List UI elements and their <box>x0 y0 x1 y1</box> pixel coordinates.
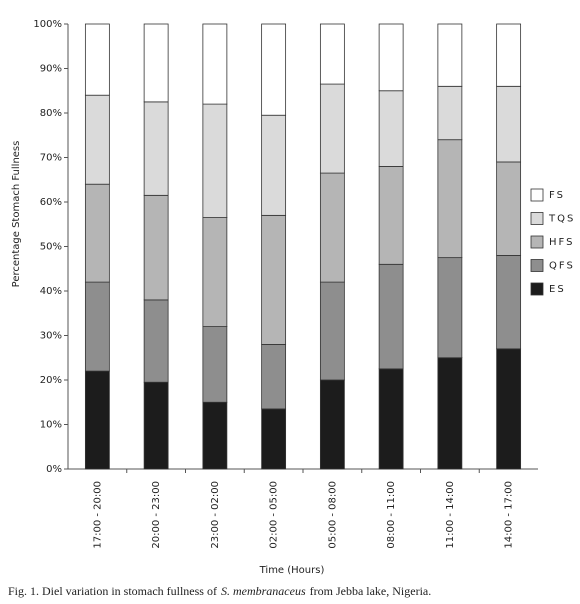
x-tick-label: 17:00 - 20:00 <box>92 481 103 549</box>
x-axis-title: Time (Hours) <box>259 565 325 576</box>
bar-segment <box>261 23 287 116</box>
bar-segment <box>202 326 228 403</box>
bar-segment <box>143 23 169 103</box>
caption-species: S. membranaceus <box>221 584 306 598</box>
legend-swatch <box>530 188 544 202</box>
legend-swatch <box>530 212 544 225</box>
bar-segment <box>84 23 110 96</box>
bar-segment <box>319 281 345 381</box>
y-tick-label: 0% <box>46 464 62 475</box>
bar-segment <box>319 83 345 174</box>
bar-segment <box>437 357 463 470</box>
x-tick-label: 14:00 - 17:00 <box>504 481 515 549</box>
bar-segment <box>84 370 110 470</box>
y-tick-label: 50% <box>40 242 62 253</box>
bar-segment <box>202 103 228 218</box>
y-tick-label: 20% <box>40 375 62 386</box>
bar-segment <box>319 23 345 85</box>
legend-swatch <box>530 259 544 272</box>
y-tick-label: 100% <box>33 19 62 30</box>
bar-segment <box>84 94 110 185</box>
bar-segment <box>143 381 169 470</box>
y-tick-label: 40% <box>40 286 62 297</box>
bar-segment <box>202 23 228 105</box>
bar-segment <box>143 101 169 196</box>
x-tick-label: 20:00 - 23:00 <box>151 481 162 549</box>
bar-segment <box>202 401 228 470</box>
bar-segment <box>437 85 463 141</box>
y-tick-label: 60% <box>40 197 62 208</box>
bar-segment <box>319 379 345 470</box>
y-tick-label: 10% <box>40 420 62 431</box>
legend-label: HFS <box>549 237 574 248</box>
bar-segment <box>202 217 228 327</box>
y-tick-label: 30% <box>40 331 62 342</box>
bar-segment <box>437 139 463 259</box>
bar-segment <box>496 348 522 470</box>
bar-segment <box>496 23 522 87</box>
bar-segment <box>378 368 404 470</box>
bar-segment <box>378 263 404 370</box>
x-tick-label: 02:00 - 05:00 <box>269 481 280 549</box>
bar-segment <box>84 183 110 283</box>
y-tick-label: 70% <box>40 153 62 164</box>
legend-label: FS <box>549 190 565 201</box>
legend-label: QFS <box>549 261 575 272</box>
bar-segment <box>378 23 404 92</box>
y-axis-title: Percentage Stomach Fullness <box>11 141 22 288</box>
caption-text: from Jebba lake, Nigeria. <box>310 584 432 598</box>
bar-segment <box>261 408 287 470</box>
legend-label: TQS <box>548 214 575 225</box>
legend-swatch <box>530 282 544 296</box>
bar-segment <box>437 257 463 359</box>
bar-segment <box>261 114 287 216</box>
x-tick-label: 11:00 - 14:00 <box>445 481 456 549</box>
caption-text: Fig. 1. Diel variation in stomach fullne… <box>8 584 217 598</box>
bar-segment <box>261 343 287 410</box>
bar-segment <box>143 299 169 383</box>
bar-segment <box>496 161 522 256</box>
bar-segment <box>378 90 404 167</box>
legend-label: ES <box>549 284 566 295</box>
bar-segment <box>496 85 522 163</box>
x-tick-label: 23:00 - 02:00 <box>210 481 221 549</box>
legend-swatch <box>530 235 544 249</box>
bar-segment <box>378 165 404 265</box>
x-tick-label: 05:00 - 08:00 <box>327 481 338 549</box>
bar-segment <box>496 254 522 350</box>
bar-segment <box>319 172 345 283</box>
bar-segment <box>261 214 287 345</box>
y-tick-label: 90% <box>40 64 62 75</box>
bar-segment <box>143 194 169 301</box>
bar-segment <box>437 23 463 87</box>
x-tick-label: 08:00 - 11:00 <box>386 481 397 549</box>
caption: Fig. 1. Diel variation in stomach fullne… <box>8 584 431 598</box>
y-tick-label: 80% <box>40 108 62 119</box>
bar-segment <box>84 281 110 372</box>
